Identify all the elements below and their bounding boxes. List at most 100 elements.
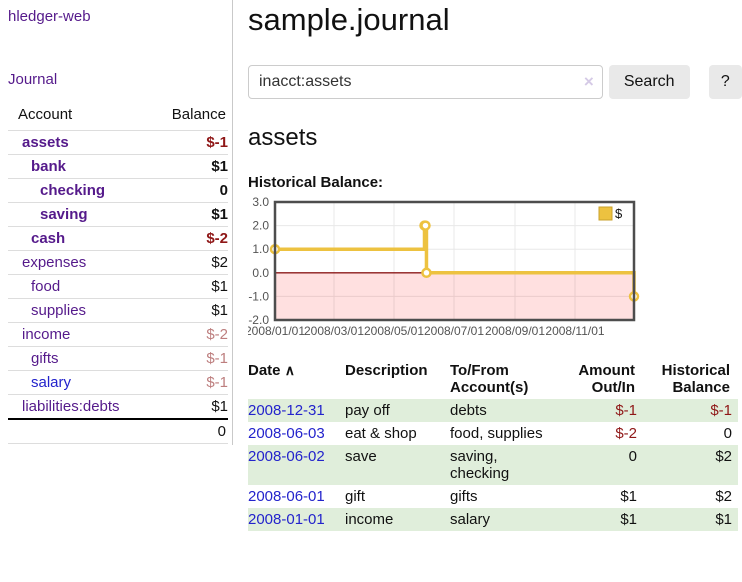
account-balance: $1 (211, 398, 228, 415)
transaction-amount: $-2 (615, 425, 637, 442)
account-link[interactable]: assets (22, 134, 69, 151)
transaction-accounts: gifts (450, 488, 478, 505)
main-content: sample.journal × Search ? assets Histori… (248, 0, 742, 531)
account-row: income $-2 (8, 322, 228, 347)
account-balance: $1 (211, 302, 228, 319)
help-button[interactable]: ? (708, 65, 742, 99)
y-tick-label: -2.0 (248, 313, 269, 327)
register-row: 2008-01-01 income salary $1 $1 (248, 508, 738, 531)
transaction-balance: $-1 (710, 402, 732, 419)
account-link[interactable]: checking (40, 182, 106, 199)
brand-link[interactable]: hledger-web (8, 8, 91, 25)
journal-nav: Journal (8, 71, 232, 88)
transaction-description: pay off (345, 402, 390, 419)
transaction-balance: $1 (715, 511, 732, 528)
data-point (420, 220, 431, 231)
chart-title: Historical Balance: (248, 174, 384, 191)
accounts-table: Account Balance assets $-1 bank $1 check… (8, 104, 228, 444)
account-row: salary $-1 (8, 370, 228, 395)
page-title: sample.journal (248, 2, 450, 37)
account-balance: $-1 (206, 134, 228, 151)
transaction-date-link[interactable]: 2008-01-01 (248, 511, 325, 528)
transaction-amount: $1 (620, 511, 637, 528)
register-table: Date ∧ Description To/From Account(s) Am… (248, 360, 738, 531)
transaction-description: gift (345, 488, 366, 505)
x-tick-label: 2008/03/01 (304, 324, 364, 338)
transaction-date-link[interactable]: 2008-06-01 (248, 488, 325, 505)
account-balance: $1 (211, 158, 228, 175)
register-header-description: Description (345, 362, 428, 379)
transaction-date-link[interactable]: 2008-12-31 (248, 402, 325, 419)
journal-link[interactable]: Journal (8, 71, 58, 88)
search-button[interactable]: Search (608, 65, 690, 99)
register-header-balance: Historical Balance (661, 362, 730, 396)
transaction-description: income (345, 511, 394, 528)
sidebar: hledger-web Journal Account Balance asse… (0, 0, 233, 445)
transaction-accounts: debts (450, 402, 487, 419)
search-input[interactable] (248, 65, 603, 99)
transaction-amount: 0 (628, 448, 637, 465)
account-row: expenses $2 (8, 250, 228, 275)
accounts-total-row: 0 (8, 419, 228, 444)
register-row: 2008-06-02 save saving, checking 0 $2 (248, 445, 738, 485)
register-header-date-label: Date (248, 362, 281, 379)
account-balance: $-2 (206, 326, 228, 343)
account-link[interactable]: salary (31, 374, 72, 391)
account-row: gifts $-1 (8, 346, 228, 371)
account-link[interactable]: income (22, 326, 71, 343)
account-link[interactable]: gifts (31, 350, 59, 367)
register-row: 2008-06-01 gift gifts $1 $2 (248, 485, 738, 508)
clear-search-icon[interactable]: × (583, 72, 594, 91)
account-balance: 0 (219, 182, 228, 199)
transaction-balance: $2 (715, 448, 732, 465)
sort-asc-icon: ∧ (284, 362, 295, 378)
x-tick-label: 2008/05/01 (364, 324, 424, 338)
account-row: cash $-2 (8, 226, 228, 251)
y-tick-label: 2.0 (252, 219, 269, 233)
account-balance: $-1 (206, 350, 228, 367)
plot-border (273, 200, 636, 322)
register-header-row: Date ∧ Description To/From Account(s) Am… (248, 360, 738, 399)
x-tick-label: 2008/09/01 (485, 324, 545, 338)
transaction-description: save (345, 448, 377, 465)
account-row: supplies $1 (8, 298, 228, 323)
account-row: checking 0 (8, 178, 228, 203)
y-tick-label: 0.0 (252, 266, 269, 280)
transaction-balance: $2 (715, 488, 732, 505)
account-balance: $1 (211, 278, 228, 295)
x-tick-label: 2008/07/01 (424, 324, 484, 338)
account-link[interactable]: saving (40, 206, 88, 223)
transaction-amount: $-1 (615, 402, 637, 419)
y-tick-label: 3.0 (252, 196, 269, 209)
transaction-accounts: food, supplies (450, 425, 543, 442)
transaction-amount: $1 (620, 488, 637, 505)
account-balance: $2 (211, 254, 228, 271)
x-tick-label: 2008/01/01 (248, 324, 305, 338)
data-point (421, 267, 432, 279)
account-link[interactable]: food (31, 278, 61, 295)
transaction-balance: 0 (723, 425, 732, 442)
transaction-date-link[interactable]: 2008-06-03 (248, 425, 325, 442)
register-header-date[interactable]: Date ∧ (248, 360, 345, 399)
search-input-wrap: × (248, 65, 603, 99)
account-link[interactable]: liabilities:debts (22, 398, 120, 415)
register-row: 2008-06-03 eat & shop food, supplies $-2… (248, 422, 738, 445)
account-row: assets $-1 (8, 130, 228, 155)
account-row: saving $1 (8, 202, 228, 227)
account-heading: assets (248, 124, 318, 151)
y-tick-label: 1.0 (252, 242, 269, 256)
account-link[interactable]: expenses (22, 254, 87, 271)
transaction-description: eat & shop (345, 425, 417, 442)
transaction-date-link[interactable]: 2008-06-02 (248, 448, 325, 465)
account-link[interactable]: bank (31, 158, 67, 175)
account-link[interactable]: cash (31, 230, 66, 247)
transaction-accounts: salary (450, 511, 491, 528)
search-form: × Search ? (248, 65, 742, 99)
register-header-amount: Amount Out/In (578, 362, 635, 396)
account-row: food $1 (8, 274, 228, 299)
account-link[interactable]: supplies (31, 302, 87, 319)
legend-swatch (598, 206, 613, 221)
account-balance: $-2 (206, 230, 228, 247)
y-tick-label: -1.0 (248, 289, 269, 303)
